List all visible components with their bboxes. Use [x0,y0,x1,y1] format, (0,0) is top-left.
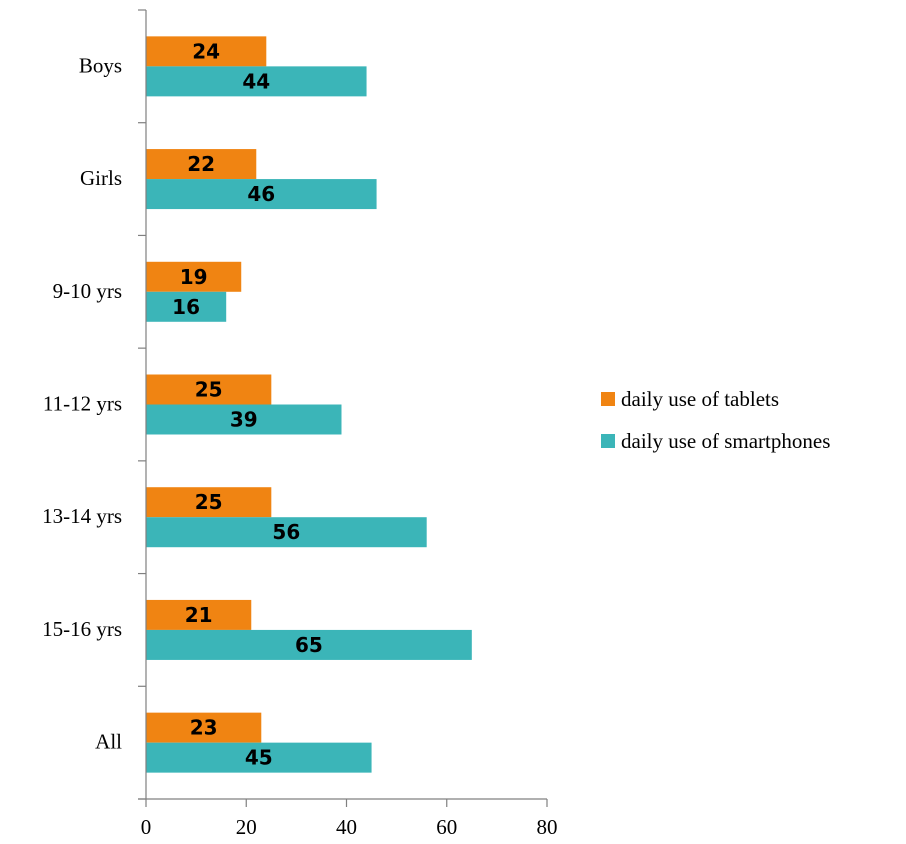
bar-daily-use-of-tablets-girls [146,149,257,180]
data-label-daily-use-of-tablets-boys: 24 [192,39,220,63]
category-label-15-16-yrs: 15-16 yrs [42,617,122,641]
legend-swatch-daily-use-of-tablets [601,392,615,406]
bar-daily-use-of-smartphones-9-10-yrs [146,291,227,322]
category-label-boys: Boys [79,53,122,77]
data-label-daily-use-of-smartphones-9-10-yrs: 16 [172,295,200,319]
data-labels-group: 24 44 22 46 19 16 25 39 25 56 21 65 23 45 [172,39,323,769]
bar-daily-use-of-tablets-9-10-yrs [146,261,242,292]
bar-daily-use-of-tablets-13-14-yrs [146,487,272,518]
x-tick-label: 0 [141,815,152,839]
category-label-11-12-yrs: 11-12 yrs [43,392,122,416]
data-label-daily-use-of-smartphones-girls: 46 [247,182,275,206]
data-label-daily-use-of-tablets-9-10-yrs: 19 [180,265,208,289]
data-label-daily-use-of-tablets-15-16-yrs: 21 [185,603,213,627]
legend: daily use of tablets daily use of smartph… [601,387,830,453]
bar-daily-use-of-smartphones-15-16-yrs [146,629,472,660]
data-label-daily-use-of-smartphones-all: 45 [245,746,273,770]
bar-daily-use-of-tablets-11-12-yrs [146,374,272,405]
x-tick-label: 80 [537,815,558,839]
x-tick-label: 40 [336,815,357,839]
data-label-daily-use-of-smartphones-11-12-yrs: 39 [230,408,258,432]
data-label-daily-use-of-tablets-11-12-yrs: 25 [195,378,223,402]
legend-label-daily-use-of-smartphones: daily use of smartphones [621,429,830,453]
bar-daily-use-of-smartphones-11-12-yrs [146,404,342,435]
legend-label-daily-use-of-tablets: daily use of tablets [621,387,779,411]
bar-daily-use-of-tablets-15-16-yrs [146,599,252,630]
category-label-9-10-yrs: 9-10 yrs [53,279,122,303]
bar-daily-use-of-smartphones-girls [146,179,377,210]
data-label-daily-use-of-tablets-all: 23 [190,716,218,740]
bar-daily-use-of-smartphones-all [146,742,372,773]
x-tick-label: 60 [436,815,457,839]
data-label-daily-use-of-tablets-13-14-yrs: 25 [195,490,223,514]
category-label-girls: Girls [80,166,122,190]
bar-daily-use-of-tablets-boys [146,36,267,67]
bar-daily-use-of-tablets-all [146,712,262,743]
data-label-daily-use-of-smartphones-13-14-yrs: 56 [272,520,300,544]
bars-group [146,36,472,773]
axes-group: Boys Girls 9-10 yrs 11-12 yrs 13-14 yrs 15-16… [42,9,558,839]
x-tick-label: 20 [236,815,257,839]
category-label-all: All [95,730,122,754]
data-label-daily-use-of-tablets-girls: 22 [187,152,215,176]
data-label-daily-use-of-smartphones-15-16-yrs: 65 [295,633,323,657]
legend-swatch-daily-use-of-smartphones [601,434,615,448]
category-label-13-14-yrs: 13-14 yrs [42,504,122,528]
bar-daily-use-of-smartphones-boys [146,66,367,97]
data-label-daily-use-of-smartphones-boys: 44 [242,69,270,93]
bar-daily-use-of-smartphones-13-14-yrs [146,517,427,548]
